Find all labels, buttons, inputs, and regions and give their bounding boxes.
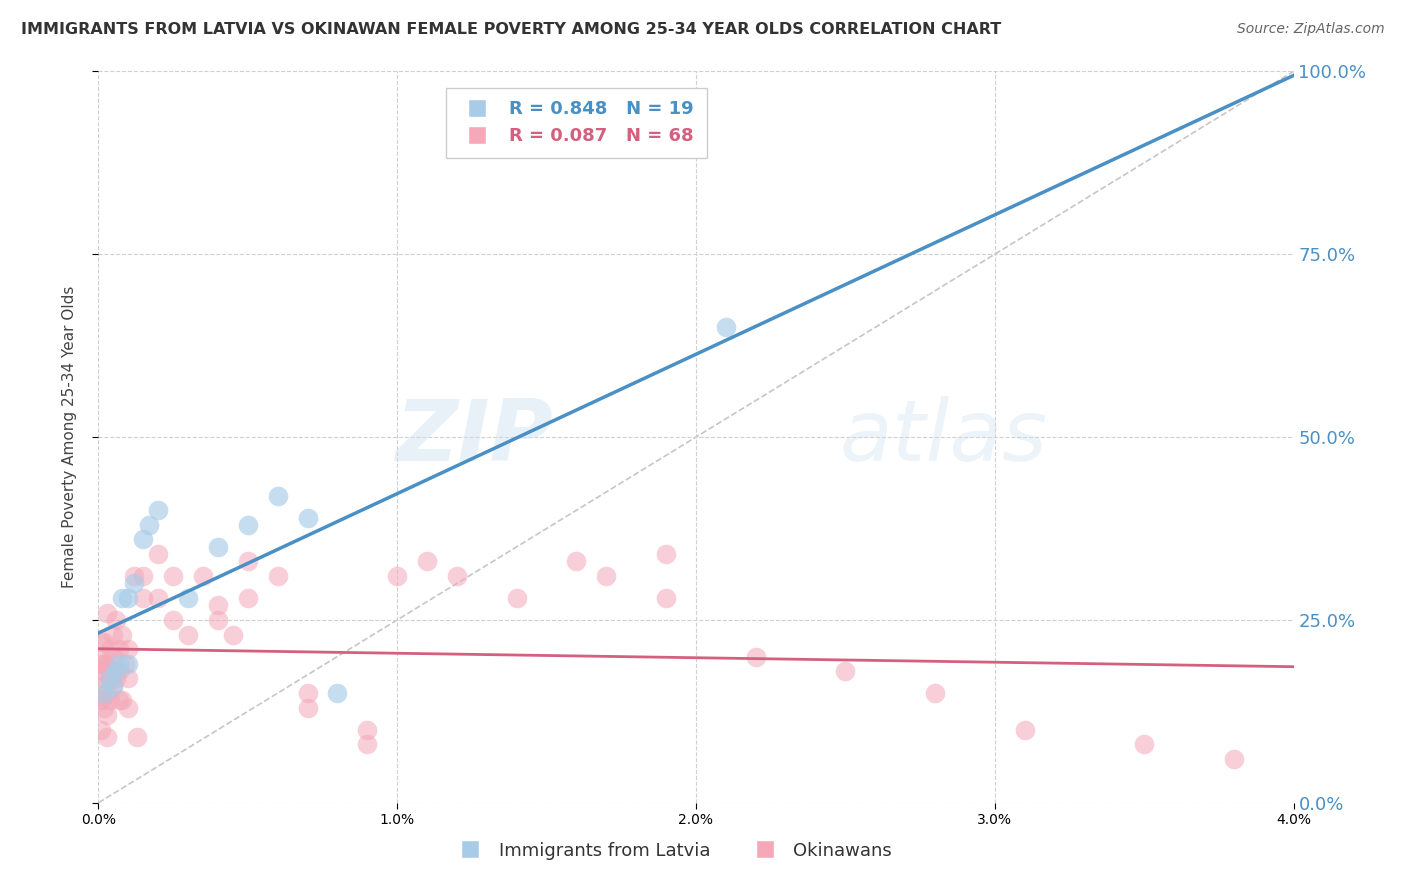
Point — [506, 591, 529, 605]
Point — [177, 627, 200, 641]
Point — [177, 591, 200, 605]
Point — [162, 613, 184, 627]
Point — [148, 591, 170, 605]
Text: atlas: atlas — [839, 395, 1047, 479]
Point — [111, 627, 134, 641]
Point — [105, 672, 128, 686]
Point — [103, 679, 125, 693]
Point — [222, 627, 245, 641]
Point — [105, 664, 128, 678]
Point — [416, 554, 439, 568]
Point — [124, 569, 146, 583]
Point — [98, 672, 122, 686]
Point — [111, 591, 134, 605]
Point — [595, 569, 617, 583]
Point — [356, 723, 378, 737]
Point — [96, 657, 118, 671]
Point — [236, 517, 259, 532]
Point — [565, 554, 588, 568]
Point — [105, 613, 128, 627]
Point — [93, 635, 115, 649]
Point — [90, 723, 112, 737]
Point — [191, 569, 214, 583]
Point — [655, 591, 678, 605]
Point — [93, 679, 115, 693]
Point — [655, 547, 678, 561]
Point — [98, 642, 122, 657]
Point — [745, 649, 768, 664]
Point — [132, 533, 155, 547]
Point — [924, 686, 946, 700]
Point — [96, 708, 118, 723]
Y-axis label: Female Poverty Among 25-34 Year Olds: Female Poverty Among 25-34 Year Olds — [62, 286, 77, 588]
Point — [111, 693, 134, 707]
Point — [124, 576, 146, 591]
Point — [96, 686, 118, 700]
Point — [108, 657, 131, 671]
Legend: Immigrants from Latvia, Okinawans: Immigrants from Latvia, Okinawans — [444, 835, 900, 867]
Point — [114, 657, 136, 671]
Point — [108, 693, 131, 707]
Point — [207, 599, 229, 613]
Point — [148, 503, 170, 517]
Point — [236, 591, 259, 605]
Point — [162, 569, 184, 583]
Text: IMMIGRANTS FROM LATVIA VS OKINAWAN FEMALE POVERTY AMONG 25-34 YEAR OLDS CORRELAT: IMMIGRANTS FROM LATVIA VS OKINAWAN FEMAL… — [21, 22, 1001, 37]
Point — [117, 591, 139, 605]
Point — [96, 606, 118, 620]
Point — [267, 489, 290, 503]
Point — [385, 569, 409, 583]
Point — [108, 664, 131, 678]
Point — [267, 569, 290, 583]
Point — [1014, 723, 1036, 737]
Point — [117, 657, 139, 671]
Point — [90, 635, 112, 649]
Point — [132, 569, 155, 583]
Point — [98, 672, 122, 686]
Point — [93, 700, 115, 714]
Point — [138, 517, 160, 532]
Point — [446, 569, 468, 583]
Point — [297, 686, 319, 700]
Point — [714, 320, 737, 334]
Point — [132, 591, 155, 605]
Point — [90, 672, 112, 686]
Point — [297, 510, 319, 524]
Point — [207, 540, 229, 554]
Point — [89, 657, 111, 671]
Point — [96, 730, 118, 744]
Point — [93, 686, 115, 700]
Point — [148, 547, 170, 561]
Point — [91, 664, 114, 678]
Point — [117, 642, 139, 657]
Point — [127, 730, 149, 744]
Point — [117, 700, 139, 714]
Point — [356, 737, 378, 751]
Point — [98, 693, 122, 707]
Point — [1223, 752, 1246, 766]
Point — [103, 679, 125, 693]
Text: ZIP: ZIP — [395, 395, 553, 479]
Point — [90, 649, 112, 664]
Point — [103, 649, 125, 664]
Point — [93, 657, 115, 671]
Point — [297, 700, 319, 714]
Point — [89, 693, 111, 707]
Point — [236, 554, 259, 568]
Point — [834, 664, 856, 678]
Point — [1133, 737, 1156, 751]
Point — [90, 693, 112, 707]
Point — [207, 613, 229, 627]
Text: Source: ZipAtlas.com: Source: ZipAtlas.com — [1237, 22, 1385, 37]
Point — [103, 627, 125, 641]
Point — [326, 686, 349, 700]
Point — [117, 672, 139, 686]
Point — [108, 642, 131, 657]
